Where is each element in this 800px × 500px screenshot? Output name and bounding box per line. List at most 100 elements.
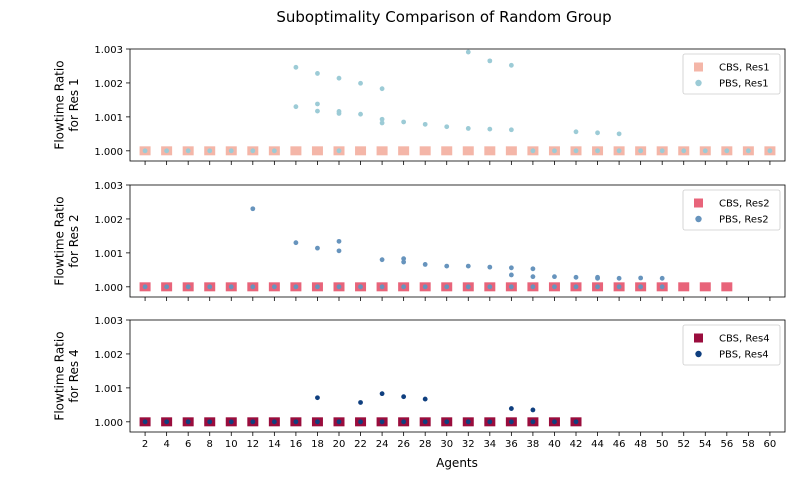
data-point-square [505, 146, 517, 156]
panel-1: 1.000 1.001 1.002 1.003 Flowtime Ratiofor Re… [53, 45, 786, 165]
data-point-circle [444, 124, 450, 130]
x-tick-label: 30 [440, 439, 453, 450]
data-point-circle [401, 256, 407, 262]
data-point-circle [573, 284, 579, 290]
legend-label: CBS, Res2 [719, 199, 770, 210]
data-point-circle [552, 148, 557, 154]
data-point-circle [616, 131, 622, 137]
data-point-circle [207, 419, 213, 425]
data-point-circle [271, 148, 277, 154]
series-pbs-res1 [142, 49, 773, 154]
data-point-circle [185, 284, 191, 290]
panel-frame [129, 184, 786, 298]
data-point-square [376, 146, 388, 156]
x-tick-label: 6 [185, 439, 191, 450]
legend-label: PBS, Res2 [719, 215, 769, 226]
data-point-circle [379, 116, 385, 122]
x-tick-label: 58 [742, 439, 755, 450]
legend-label: CBS, Res4 [719, 334, 770, 345]
data-point-circle [185, 148, 191, 154]
legend-marker-circle [695, 350, 702, 358]
y-tick-label: 1.003 [94, 316, 123, 327]
y-axis-label-line: Flowtime Ratio [53, 196, 67, 285]
data-point-circle [508, 272, 514, 278]
data-point-circle [336, 238, 342, 244]
data-point-circle [595, 275, 600, 281]
x-tick-label: 40 [548, 439, 561, 450]
data-point-circle [379, 391, 385, 397]
x-tick-label: 56 [720, 439, 733, 450]
data-point-circle [530, 274, 536, 280]
panel-frame [129, 319, 786, 433]
x-tick-label: 46 [613, 439, 626, 450]
data-point-square [311, 146, 323, 156]
data-point-circle [465, 263, 471, 269]
data-point-square [699, 282, 711, 292]
data-point-circle [530, 266, 536, 272]
data-point-circle [250, 419, 256, 425]
series-cbs-res1 [139, 146, 776, 156]
x-tick-label: 26 [397, 439, 410, 450]
data-point-circle [293, 419, 299, 425]
x-tick-label: 54 [699, 439, 712, 450]
chart-title: Suboptimality Comparison of Random Group [276, 8, 611, 26]
data-point-circle [508, 406, 514, 411]
data-point-circle [552, 274, 557, 280]
data-point-circle [724, 148, 730, 154]
data-point-circle [465, 126, 471, 131]
y-tick-label: 1.001 [94, 113, 123, 124]
data-point-circle [207, 284, 213, 290]
series-cbs-res2 [139, 282, 733, 292]
x-tick-label: 32 [462, 439, 475, 450]
y-tick-label: 1.002 [94, 79, 123, 90]
data-point-circle [552, 419, 557, 425]
y-tick-label: 1.002 [94, 350, 123, 361]
x-tick-label: 42 [570, 439, 583, 450]
data-point-circle [595, 148, 600, 154]
x-tick-label: 4 [163, 439, 169, 450]
data-point-circle [573, 274, 579, 280]
data-point-circle [379, 419, 385, 425]
legend: CBS, Res4 PBS, Res4 [682, 324, 781, 366]
data-point-circle [401, 284, 407, 290]
data-point-circle [379, 86, 385, 92]
data-point-circle [207, 148, 213, 154]
data-point-circle [336, 75, 342, 81]
x-tick-label: 38 [527, 439, 540, 450]
data-point-circle [315, 71, 320, 76]
data-point-circle [379, 284, 385, 290]
data-point-circle [250, 148, 256, 154]
legend-box [682, 324, 781, 366]
data-point-circle [616, 284, 622, 290]
data-point-square [355, 146, 367, 156]
x-axis-label: Agents [436, 456, 478, 470]
data-point-circle [422, 262, 428, 267]
data-point-square [484, 146, 496, 156]
data-point-circle [293, 64, 299, 70]
data-point-circle [271, 419, 277, 425]
data-point-circle [228, 284, 234, 290]
x-tick-label: 8 [207, 439, 213, 450]
data-point-circle [401, 394, 407, 400]
data-point-circle [638, 275, 644, 281]
data-point-circle [315, 419, 320, 425]
y-axis-label-line: Flowtime Ratio [53, 60, 67, 149]
y-tick-label: 1.000 [94, 418, 123, 429]
data-point-circle [336, 148, 342, 154]
x-tick-label: 60 [764, 439, 777, 450]
x-tick-label: 28 [419, 439, 432, 450]
data-point-circle [444, 419, 450, 425]
legend-label: CBS, Res1 [719, 63, 770, 74]
y-tick-label: 1.001 [94, 249, 123, 260]
legend-box [682, 189, 781, 231]
data-point-circle [315, 108, 320, 114]
legend-label: PBS, Res1 [719, 79, 769, 90]
data-point-square [441, 146, 453, 156]
data-point-circle [228, 148, 234, 154]
data-point-circle [530, 148, 536, 154]
data-point-circle [422, 396, 428, 402]
data-point-circle [508, 127, 514, 133]
y-tick-label: 1.000 [94, 283, 123, 294]
data-point-circle [487, 126, 493, 132]
data-point-circle [530, 284, 536, 290]
